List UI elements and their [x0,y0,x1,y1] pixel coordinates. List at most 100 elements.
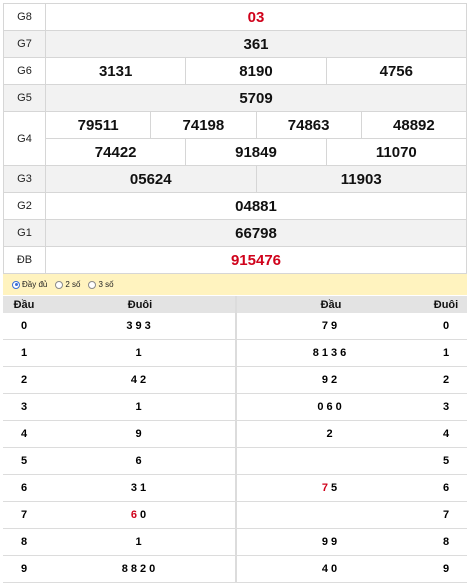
row-key: 8 [442,536,450,548]
prize-row: G2 04881 [3,193,467,220]
row-key: 6 [20,482,28,494]
digit: 9 [321,374,331,386]
row-key: 0 [20,320,28,332]
digit: 9 [135,428,145,440]
digit: 3 [331,347,341,359]
digit: 2 [326,428,336,440]
prize-label: ĐB [4,247,46,273]
dau-header: Đầu [13,298,35,311]
digit: 3 [144,320,154,332]
duoi-row: 7 [237,502,467,529]
digit: 6 [340,347,350,359]
digit: 7 [321,482,331,494]
option-two-digits[interactable]: 2 số [55,280,80,289]
prize-number: 91849 [185,139,325,165]
prize-values: 03 [46,4,466,30]
option-three-digits[interactable]: 3 số [88,280,114,289]
option-full[interactable]: Đầy đủ [12,280,47,289]
prize-row: G4 79511 74198 74863 48892 74422 91849 11070 [3,112,467,166]
digit: 7 [321,320,331,332]
prize-number: 66798 [235,224,277,242]
digit: 4 [130,374,140,386]
row-key: 5 [20,455,28,467]
prize-label: G1 [4,220,46,246]
option-two-digits-label: 2 số [65,280,81,289]
prize-line: 05624 11903 [46,166,466,192]
row-key: 4 [20,428,28,440]
prize-number: 915476 [230,251,282,269]
prize-number: 74863 [255,112,361,138]
prize-label: G5 [4,85,46,111]
prize-row: G8 03 [3,3,467,31]
row-key: 1 [442,347,450,359]
prize-table: G8 03 G7 361 G6 3131 8190 4756 G5 5709 G4 79511 7419… [3,3,467,274]
prize-values: 66798 [46,220,466,246]
prize-number: 04881 [235,197,277,215]
digit: 8 [312,347,322,359]
prize-number: 03 [247,8,265,26]
digit: 8 [121,563,131,575]
prize-label: G6 [4,58,46,84]
row-key: 8 [20,536,28,548]
digit: 9 [135,320,145,332]
prize-number: 5709 [239,89,273,107]
duoi-row: 5 [237,448,467,475]
prize-number: 74198 [150,112,255,138]
prize-label: G4 [4,112,46,165]
digit: 2 [140,374,150,386]
digit: 9 [321,536,331,548]
duoi-header: Đuôi [127,298,153,311]
prize-number: 4756 [325,58,466,84]
left-digits: 1 [45,529,235,555]
digit: 2 [140,563,150,575]
row-key: 7 [20,509,28,521]
digit: 1 [321,347,331,359]
digit: 6 [135,455,145,467]
digit: 9 [331,536,341,548]
prize-number: 11903 [255,166,467,192]
digit: 8 [130,563,140,575]
display-options-bar: Đầy đủ 2 số 3 số [3,274,467,295]
radio-three-digits[interactable] [88,280,97,289]
prize-number: 05624 [129,170,172,188]
radio-two-digits[interactable] [55,280,64,289]
prize-values: 04881 [46,193,466,219]
digit: 2 [331,374,341,386]
prize-values: 915476 [46,247,466,273]
digit: 0 [149,563,159,575]
prize-line: 03 [46,4,466,30]
radio-full[interactable] [12,280,20,289]
dau-header: Đầu [320,298,342,311]
row-key: 4 [442,428,450,440]
prize-line: 361 [46,31,466,57]
row-key: 3 [20,401,28,413]
row-key: 2 [20,374,28,386]
prize-label: G7 [4,31,46,57]
prize-row: ĐB 915476 [3,247,467,274]
digit: 0 [335,401,345,413]
prize-line: 04881 [46,193,466,219]
prize-label: G2 [4,193,46,219]
prize-number: 48892 [360,112,466,138]
